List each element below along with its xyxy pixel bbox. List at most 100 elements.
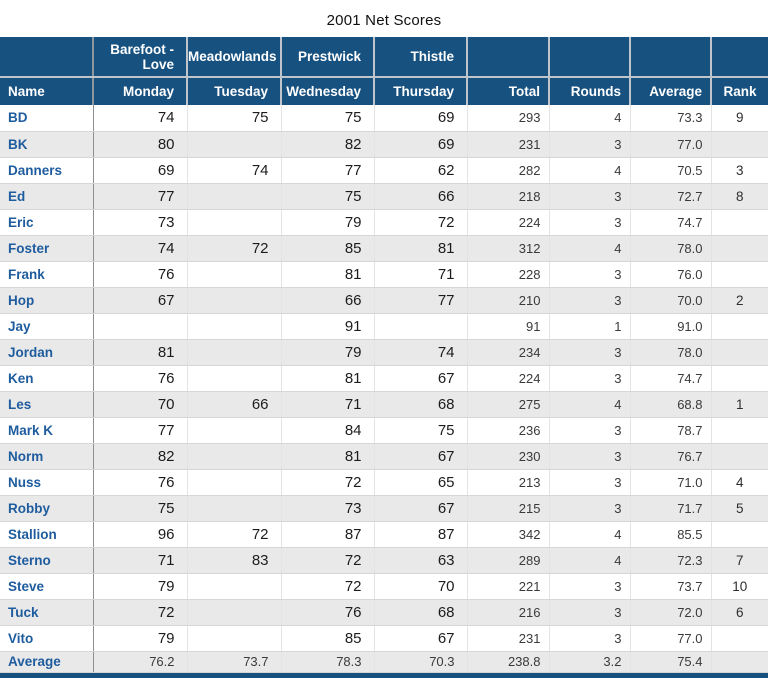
net-scores-table: Barefoot - Love Meadowlands Prestwick Th… [0, 37, 768, 673]
score-cell: 79 [280, 339, 374, 366]
column-header-tuesday: Tuesday [186, 77, 281, 105]
score-cell: 79 [92, 625, 187, 652]
score-cell: 3 [548, 599, 630, 626]
score-cell [186, 469, 281, 496]
player-name-cell: Hop [0, 287, 93, 314]
rank-cell [710, 235, 768, 262]
player-name-cell: Steve [0, 573, 93, 600]
score-cell: 73.7 [186, 651, 281, 673]
score-cell: 3 [548, 183, 630, 210]
score-cell: 77 [92, 417, 187, 444]
rank-cell [710, 651, 768, 673]
score-cell: 72.7 [629, 183, 711, 210]
score-cell: 71.0 [629, 469, 711, 496]
score-cell: 72 [280, 469, 374, 496]
player-name-cell: Vito [0, 625, 93, 652]
rank-cell [710, 521, 768, 548]
score-cell [186, 313, 281, 340]
player-name-cell: Foster [0, 235, 93, 262]
score-cell [186, 417, 281, 444]
column-header-name: Name [0, 77, 93, 105]
score-cell: 71 [92, 547, 187, 574]
column-header-thursday: Thursday [373, 77, 467, 105]
rank-cell [710, 261, 768, 288]
player-name-cell: Frank [0, 261, 93, 288]
score-cell: 72 [186, 521, 281, 548]
score-cell: 1 [548, 313, 630, 340]
score-cell: 84 [280, 417, 374, 444]
score-cell: 68 [373, 599, 467, 626]
rank-cell: 2 [710, 287, 768, 314]
column-header-monday: Monday [92, 77, 187, 105]
score-cell: 78.0 [629, 339, 711, 366]
score-cell: 282 [466, 157, 549, 184]
score-cell: 75 [186, 105, 281, 132]
table-row: Ed 77 75 66 218 3 72.7 8 [0, 183, 768, 210]
score-cell: 75.4 [629, 651, 711, 673]
player-name-cell: Ed [0, 183, 93, 210]
score-cell: 3 [548, 365, 630, 392]
score-table-body: BD 74 75 75 69 293 4 73.3 9 BK 80 82 69 231 3 77.0 Danne… [0, 105, 768, 673]
score-cell: 67 [373, 625, 467, 652]
score-cell: 85 [280, 625, 374, 652]
score-cell: 70.5 [629, 157, 711, 184]
rank-cell [710, 443, 768, 470]
score-cell: 72.0 [629, 599, 711, 626]
score-cell: 67 [373, 443, 467, 470]
score-cell: 66 [186, 391, 281, 418]
player-name-cell: Jay [0, 313, 93, 340]
score-cell: 62 [373, 157, 467, 184]
rank-cell [710, 131, 768, 158]
score-cell: 63 [373, 547, 467, 574]
column-header-average: Average [629, 77, 711, 105]
score-cell: 4 [548, 235, 630, 262]
player-name-cell: BK [0, 131, 93, 158]
score-cell [186, 365, 281, 392]
score-cell: 91 [280, 313, 374, 340]
score-cell: 236 [466, 417, 549, 444]
table-row: BD 74 75 75 69 293 4 73.3 9 [0, 105, 768, 132]
score-cell: 342 [466, 521, 549, 548]
score-cell: 71 [373, 261, 467, 288]
player-name-cell: Norm [0, 443, 93, 470]
player-name-cell: Mark K [0, 417, 93, 444]
score-cell: 4 [548, 547, 630, 574]
score-cell: 71.7 [629, 495, 711, 522]
score-cell: 81 [280, 261, 374, 288]
rank-cell: 6 [710, 599, 768, 626]
score-cell: 81 [280, 443, 374, 470]
rank-cell [710, 209, 768, 236]
score-cell: 3 [548, 339, 630, 366]
player-name-cell: Robby [0, 495, 93, 522]
score-cell [186, 443, 281, 470]
score-cell: 76.7 [629, 443, 711, 470]
score-cell: 73.7 [629, 573, 711, 600]
rank-cell [710, 339, 768, 366]
score-cell: 3 [548, 417, 630, 444]
table-row: Tuck 72 76 68 216 3 72.0 6 [0, 599, 768, 626]
table-header: Barefoot - Love Meadowlands Prestwick Th… [0, 37, 768, 105]
player-name-cell: Sterno [0, 547, 93, 574]
table-row: BK 80 82 69 231 3 77.0 [0, 131, 768, 158]
score-cell: 289 [466, 547, 549, 574]
score-cell: 74 [373, 339, 467, 366]
course-header-barefoot-love: Barefoot - Love [92, 37, 187, 78]
score-cell: 82 [92, 443, 187, 470]
table-row: Stallion 96 72 87 87 342 4 85.5 [0, 521, 768, 548]
score-cell: 77.0 [629, 625, 711, 652]
score-cell: 238.8 [466, 651, 549, 673]
player-name-cell: Danners [0, 157, 93, 184]
score-cell: 78.3 [280, 651, 374, 673]
score-cell [186, 625, 281, 652]
score-cell [186, 339, 281, 366]
player-name-cell: Eric [0, 209, 93, 236]
table-row: Les 70 66 71 68 275 4 68.8 1 [0, 391, 768, 418]
table-row: Sterno 71 83 72 63 289 4 72.3 7 [0, 547, 768, 574]
score-cell: 3.2 [548, 651, 630, 673]
score-cell: 72 [186, 235, 281, 262]
score-cell: 3 [548, 573, 630, 600]
score-cell: 75 [92, 495, 187, 522]
score-cell: 73.3 [629, 105, 711, 132]
score-cell: 72 [373, 209, 467, 236]
course-header-empty-rounds [548, 37, 630, 78]
